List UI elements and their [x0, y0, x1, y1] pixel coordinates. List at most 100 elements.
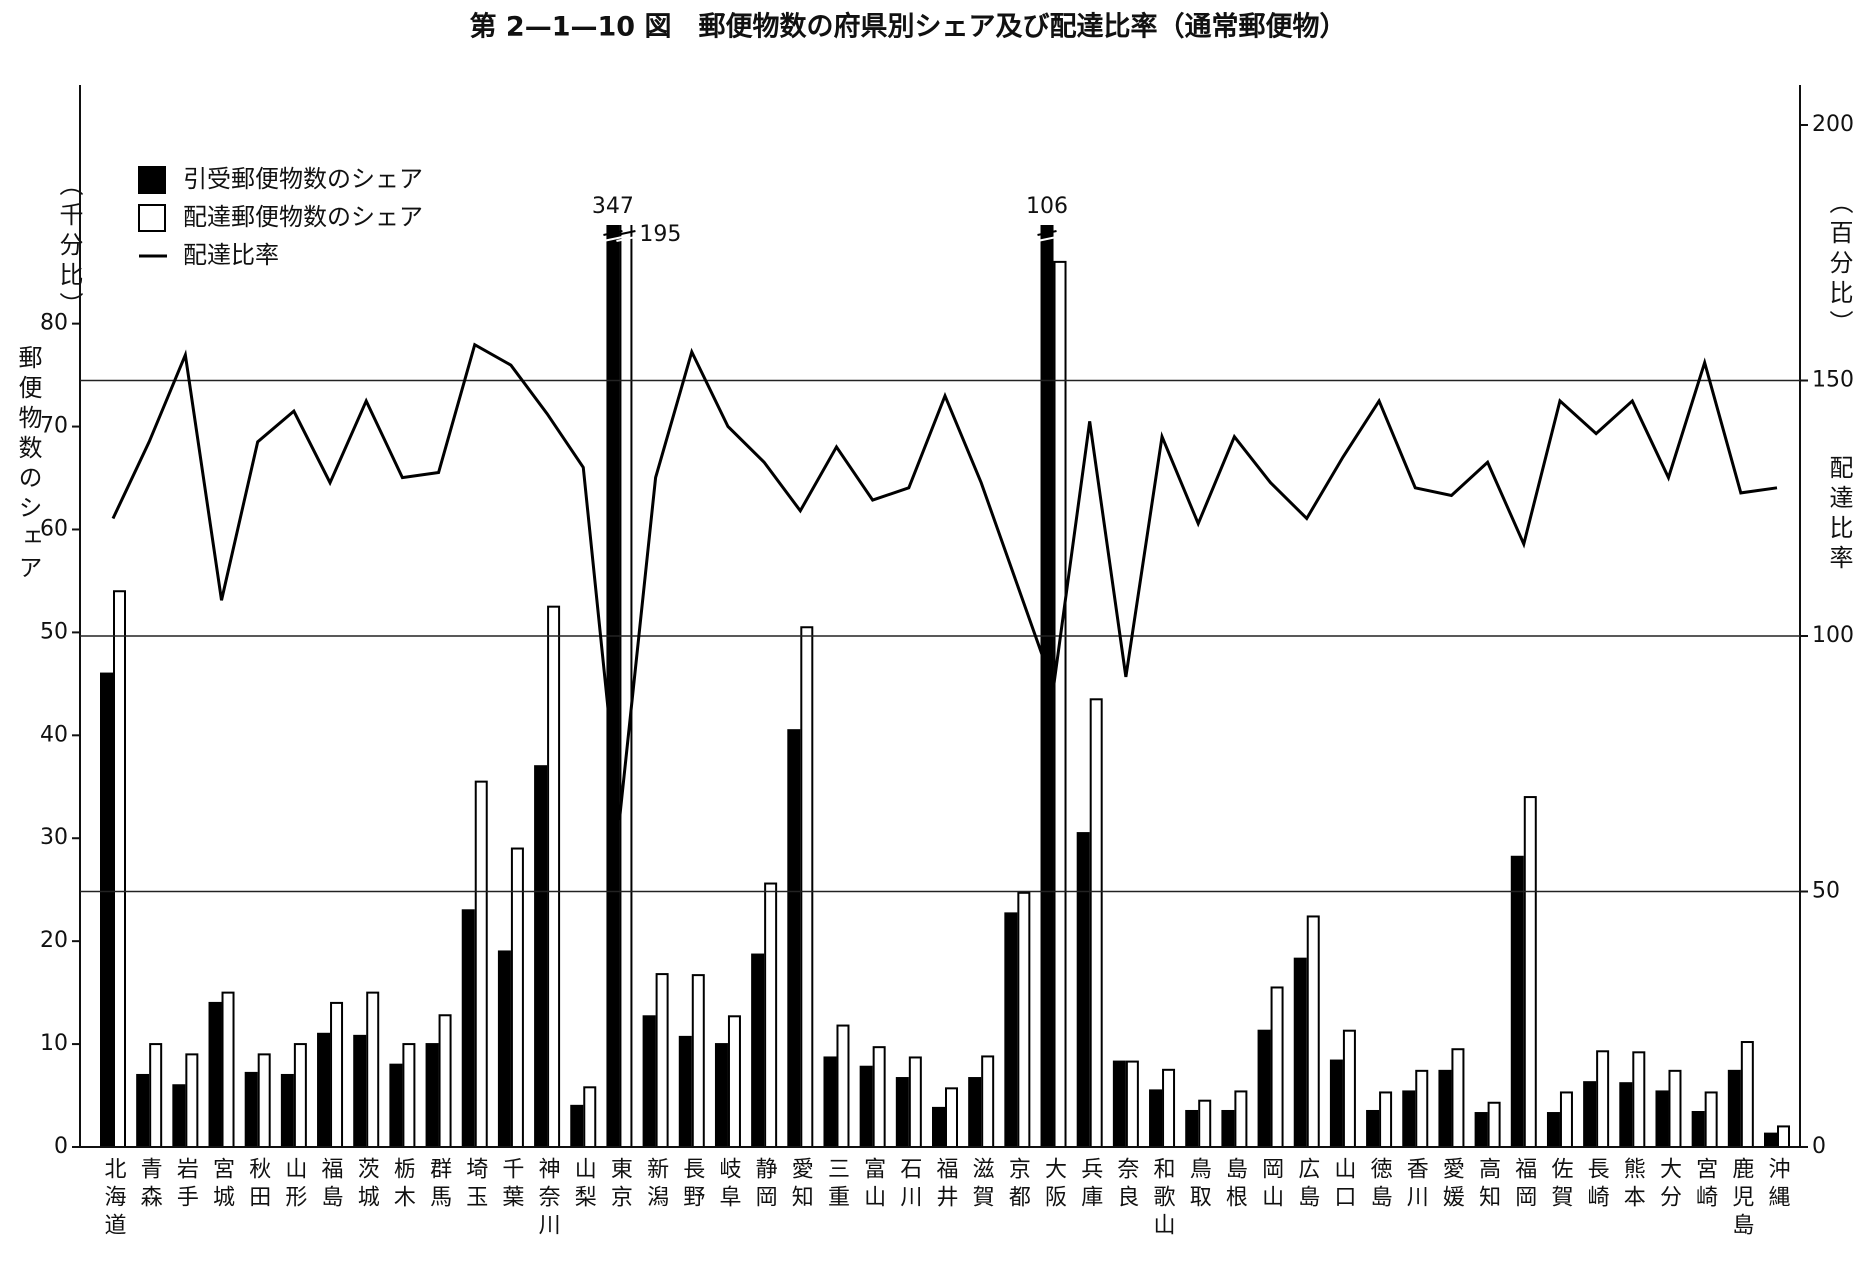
bar	[1185, 1109, 1199, 1149]
bar	[185, 1053, 199, 1148]
bar	[872, 1046, 886, 1148]
bar	[366, 991, 380, 1148]
bar	[859, 1065, 873, 1148]
bar	[208, 1001, 222, 1148]
x-tick-label: 福井	[933, 1157, 959, 1213]
y-tick-label: 40	[40, 722, 68, 747]
bar	[1632, 1051, 1646, 1149]
x-tick-label: 石川	[896, 1157, 922, 1213]
bar	[438, 1014, 452, 1149]
bar	[1764, 1132, 1777, 1149]
bar	[1342, 1029, 1356, 1149]
bar	[1523, 796, 1537, 1148]
x-tick-label: 宮崎	[1692, 1157, 1717, 1213]
x-tick-label: 京都	[1005, 1157, 1031, 1213]
x-tick-label: 千葉	[498, 1157, 524, 1213]
bar	[1777, 1125, 1790, 1148]
x-tick-label: 香川	[1403, 1157, 1429, 1213]
y2-tick-label: 200	[1812, 112, 1854, 137]
legend-label: 配達郵便物数のシェア	[183, 203, 423, 231]
bar	[172, 1084, 186, 1148]
bar	[293, 1043, 307, 1149]
bar	[244, 1071, 258, 1149]
bar	[1366, 1109, 1380, 1149]
bar	[1162, 1068, 1176, 1149]
bar	[678, 1035, 692, 1148]
bar	[800, 626, 814, 1148]
bar	[714, 1043, 728, 1149]
x-tick-label: 熊本	[1620, 1157, 1646, 1213]
y-tick-label: 50	[40, 619, 68, 644]
bar	[945, 1087, 958, 1148]
bar	[1004, 912, 1018, 1149]
x-tick-label: 福島	[318, 1157, 344, 1213]
x-tick-label: 神奈川	[535, 1157, 561, 1241]
bar	[1329, 1059, 1343, 1149]
x-tick-label: 沖縄	[1765, 1157, 1791, 1213]
bar	[1306, 915, 1320, 1148]
break-mark	[616, 236, 636, 242]
bar	[836, 1024, 850, 1148]
bar	[389, 1063, 403, 1149]
x-tick-label: 新潟	[643, 1157, 669, 1213]
bar	[1655, 1090, 1669, 1149]
bar	[1546, 1112, 1560, 1148]
chart-title: 第 2—1—10 図 郵便物数の府県別シェア及び配達比率（通常郵便物）	[470, 11, 1347, 43]
y-tick-label: 20	[40, 928, 68, 953]
x-tick-label: 東京	[607, 1157, 633, 1213]
bar	[280, 1073, 294, 1148]
x-tick-label: 岩手	[173, 1157, 199, 1213]
bar	[221, 991, 235, 1148]
bar	[547, 605, 561, 1148]
bar	[727, 1015, 741, 1148]
x-tick-label: 群馬	[426, 1157, 452, 1213]
bar	[257, 1053, 271, 1148]
bar	[402, 1043, 416, 1149]
y-axis-title: 郵便物数のシェア	[14, 345, 42, 585]
bar	[764, 882, 778, 1149]
bar	[497, 950, 511, 1149]
legend-swatch	[138, 166, 166, 194]
bar	[981, 1055, 995, 1149]
bar	[1619, 1082, 1633, 1149]
x-tick-label: 鳥取	[1186, 1157, 1212, 1213]
x-tick-label: 山梨	[571, 1157, 597, 1213]
bar	[1510, 855, 1524, 1148]
legend-swatch	[138, 204, 166, 232]
x-tick-label: 埼玉	[462, 1157, 488, 1213]
bar	[1257, 1029, 1271, 1149]
bar	[1040, 225, 1054, 1148]
y-tick-label: 30	[40, 825, 68, 850]
x-tick-label: 北海道	[101, 1157, 127, 1241]
x-tick-label: 三重	[824, 1157, 849, 1213]
bar	[1559, 1091, 1573, 1148]
x-tick-label: 広島	[1294, 1157, 1320, 1213]
bar	[510, 847, 524, 1148]
bar	[642, 1015, 656, 1148]
y-axis-unit: （千分比）	[55, 172, 83, 322]
bar	[1221, 1109, 1235, 1149]
x-tick-label: 山口	[1330, 1157, 1355, 1213]
x-tick-label: 兵庫	[1077, 1157, 1103, 1213]
bar	[1438, 1069, 1452, 1148]
y2-axis-unit: （百分比）	[1825, 190, 1853, 340]
y2-axis-title: 配達比率	[1825, 455, 1853, 575]
x-tick-label: 徳島	[1367, 1157, 1393, 1213]
y-tick-label: 0	[54, 1134, 68, 1159]
bar	[691, 974, 705, 1148]
bar	[570, 1104, 584, 1148]
data-label: 106	[1026, 194, 1068, 219]
bar	[1076, 832, 1090, 1148]
x-tick-label: 宮城	[209, 1157, 235, 1213]
bar	[461, 909, 475, 1148]
legend-label: 引受郵便物数のシェア	[183, 165, 423, 193]
bar	[1487, 1101, 1501, 1149]
bar	[606, 225, 620, 1148]
y2-tick-label: 150	[1812, 368, 1854, 393]
break-mark	[1037, 236, 1057, 242]
y2-tick-label: 100	[1812, 623, 1854, 648]
bar	[100, 672, 113, 1149]
bar	[1293, 957, 1307, 1148]
